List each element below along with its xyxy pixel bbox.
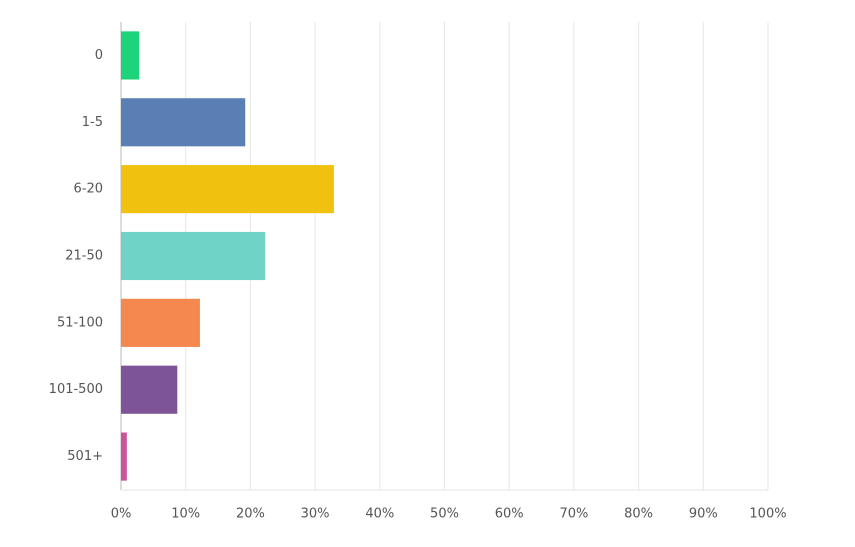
x-tick-label: 70%	[559, 507, 588, 522]
y-tick-label: 101-500	[49, 382, 103, 397]
y-tick-label: 1-5	[82, 115, 103, 130]
y-tick-label: 6-20	[73, 182, 103, 197]
y-tick-label: 51-100	[57, 315, 103, 330]
x-tick-label: 40%	[365, 507, 394, 522]
x-tick-label: 50%	[430, 507, 459, 522]
x-tick-label: 20%	[236, 507, 265, 522]
bar	[121, 365, 178, 414]
y-tick-label: 21-50	[65, 249, 103, 264]
bar	[121, 98, 246, 147]
x-tick-label: 30%	[301, 507, 330, 522]
bar	[121, 432, 127, 481]
x-tick-label: 0%	[111, 507, 132, 522]
bar	[121, 298, 200, 347]
x-tick-label: 100%	[749, 507, 786, 522]
bar	[121, 231, 266, 281]
x-tick-label: 60%	[495, 507, 524, 522]
x-tick-label: 90%	[689, 507, 718, 522]
bar	[121, 31, 140, 80]
y-tick-label: 0	[95, 48, 103, 63]
x-tick-label: 80%	[624, 507, 653, 522]
x-tick-label: 10%	[171, 507, 200, 522]
bar	[121, 165, 334, 214]
y-tick-label: 501+	[67, 449, 103, 464]
